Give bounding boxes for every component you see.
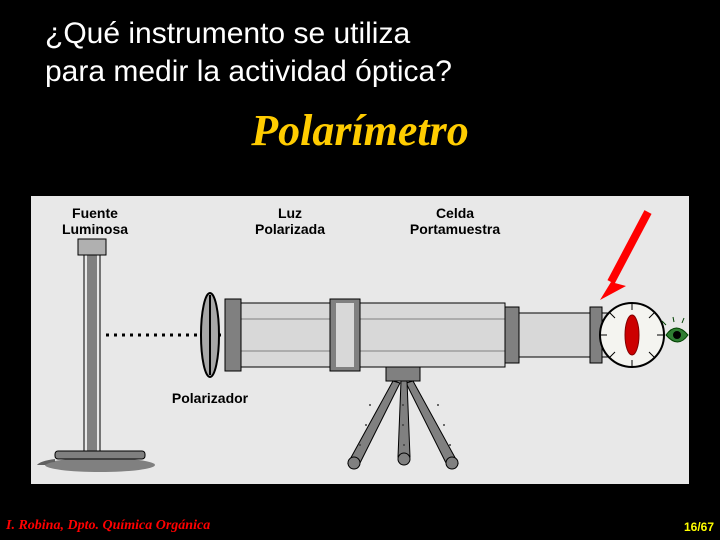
analyzer-dial-icon <box>600 303 664 367</box>
question-line2: para medir la actividad óptica? <box>45 55 452 88</box>
eye-icon <box>662 317 688 342</box>
label-polarized: LuzPolarizada <box>240 205 340 237</box>
label-source: FuenteLuminosa <box>50 205 140 237</box>
question-text: ¿Qué instrumento se utiliza para medir l… <box>45 15 452 90</box>
page-number: 16/67 <box>684 520 714 534</box>
footer-credit: I. Robina, Dpto. Química Orgánica <box>6 518 210 534</box>
label-cell: CeldaPortamuestra <box>400 205 510 237</box>
answer-text: Polarímetro <box>0 105 720 156</box>
label-polarizer: Polarizador <box>150 390 270 406</box>
question-line1: ¿Qué instrumento se utiliza <box>45 17 410 50</box>
arrow-icon <box>578 212 658 302</box>
